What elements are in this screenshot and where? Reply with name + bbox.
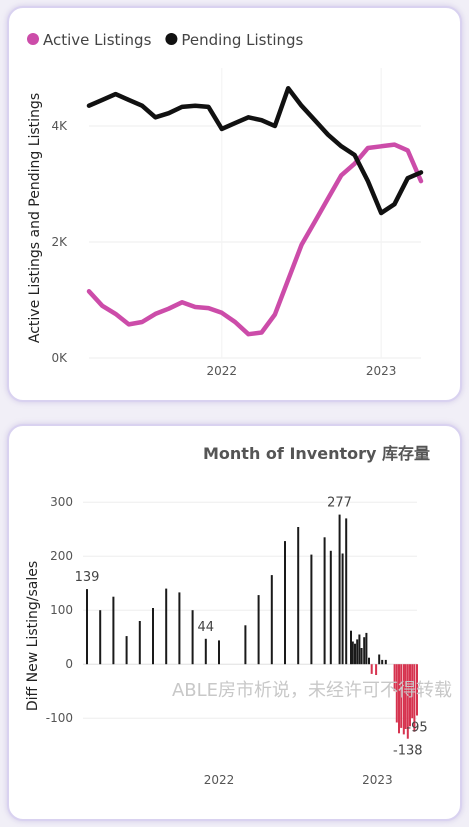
bar [329,550,332,665]
legend-label: Pending Listings [181,31,303,49]
bar [363,637,366,665]
bar [384,659,387,665]
bar [409,664,411,727]
bar [341,553,344,665]
inventory-bar-chart: Month of Inventory 库存量 -100 0 100 200 300 2022… [25,444,452,787]
bar [413,664,416,732]
bar [368,657,370,665]
y-tick-label: 300 [50,495,73,509]
series-line-pending-listings [86,86,424,216]
bar [358,634,361,665]
x-tick-label: 2022 [207,364,238,378]
data-label: 277 [327,496,352,511]
bar [297,527,300,665]
bar [204,638,207,665]
y-tick-label: 0K [51,351,68,365]
bar [406,664,409,739]
data-label: 44 [198,620,215,635]
y-axis-title: Active Listings and Pending Listings [27,93,43,343]
bar [354,643,356,665]
inventory-chart-card: Month of Inventory 库存量 -100 0 100 200 300 2022… [7,424,462,821]
bar [356,639,359,665]
data-label: -138 [393,744,423,759]
watermark-text: ABLE房市析说，未经许可不得转载 [172,680,452,701]
series-line-active-listings [86,142,424,337]
bar [165,588,168,665]
bar [244,625,247,665]
bar [360,648,363,665]
bar [112,596,115,665]
bar [191,610,194,665]
bar [402,664,405,735]
y-tick-label: 2K [51,235,68,249]
bar [400,664,403,728]
bar [125,636,128,665]
bar [395,664,398,723]
x-tick-label: 2023 [366,364,397,378]
bar [99,610,102,665]
y-tick-label: -100 [46,711,73,725]
bar [370,664,373,674]
data-label: 139 [75,570,100,585]
bar [351,641,354,665]
x-tick-label: 2023 [362,773,393,787]
y-tick-label: 100 [50,603,73,617]
bar [86,589,88,665]
bar [381,659,384,665]
x-tick-label: 2022 [204,773,235,787]
bar [310,554,313,665]
legend-marker [165,33,178,45]
bar [416,664,418,716]
bar [323,537,326,665]
bar [365,632,368,665]
listings-line-chart: 0K 2K 4K 2022 2023 Active Listings and Pendin… [27,31,424,378]
bar [257,595,260,665]
bar [378,654,381,665]
bar [178,592,181,665]
bar [375,664,378,675]
legend-label: Active Listings [43,31,152,49]
bar [350,630,352,665]
bar [138,621,141,665]
bar [284,541,286,665]
bar [152,608,154,665]
bar [404,664,407,729]
bar [270,575,273,665]
y-tick-label: 200 [50,549,73,563]
bar [393,664,396,692]
y-tick-label: 0 [65,657,73,671]
y-axis-title: Diff New Listing/sales [25,561,41,711]
chart-title: Month of Inventory 库存量 [203,444,430,463]
data-label: -95 [406,721,427,736]
bar [411,664,414,719]
y-tick-label: 4K [51,119,68,133]
bar [338,514,341,665]
listings-chart-card: 0K 2K 4K 2022 2023 Active Listings and Pendin… [7,6,462,402]
bar [398,664,400,734]
bar [218,640,220,665]
legend-marker [27,33,39,45]
bar [345,518,348,665]
